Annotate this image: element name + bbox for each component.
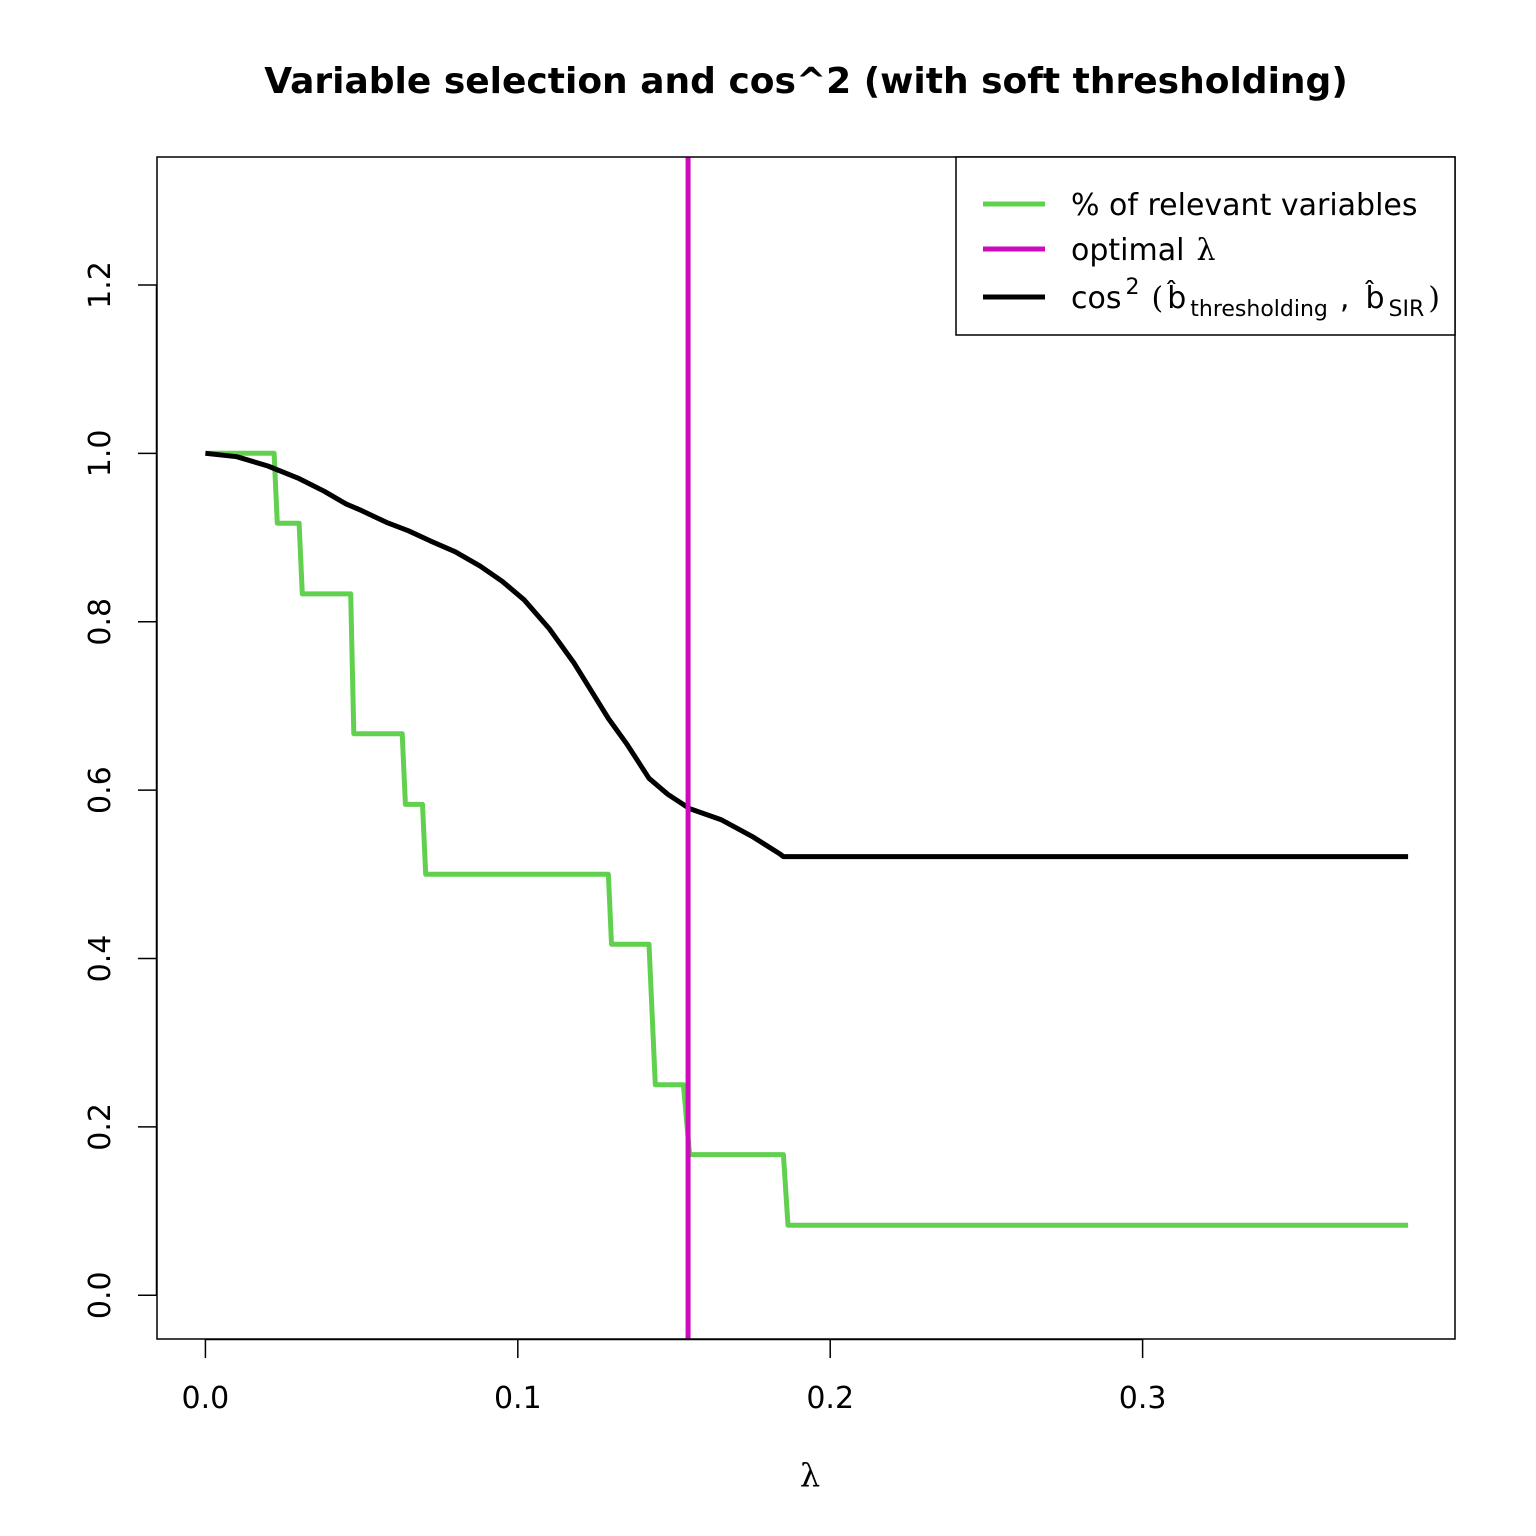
legend-bhat-1: b̂	[1167, 280, 1186, 316]
chart-title: Variable selection and cos^2 (with soft …	[264, 61, 1348, 102]
legend-label-cos: cos 2 ( b̂ thresholding , b̂ SIR )	[1071, 275, 1440, 322]
legend-close-paren: )	[1428, 281, 1440, 316]
x-tick-label: 0.0	[182, 1381, 230, 1416]
y-tick-label: 0.6	[83, 766, 118, 814]
y-tick-label: 0.2	[83, 1103, 118, 1151]
series-cos2	[205, 450, 1409, 860]
x-tick-label: 0.2	[806, 1381, 854, 1416]
legend-sub-thresholding: thresholding	[1190, 297, 1328, 322]
legend-optimal-symbol: λ	[1196, 233, 1215, 268]
series-relevant-variables	[205, 450, 1409, 1228]
y-tick-label: 0.8	[83, 598, 118, 646]
y-tick-label: 1.2	[83, 261, 118, 309]
x-tick-label: 0.1	[494, 1381, 542, 1416]
legend-open-paren: (	[1151, 281, 1163, 316]
x-tick-label: 0.3	[1119, 1381, 1167, 1416]
legend-cos-prefix: cos	[1071, 281, 1121, 316]
y-axis: 0.0 0.2 0.4 0.6 0.8 1.0 1.2	[83, 261, 158, 1319]
y-tick-label: 0.4	[83, 935, 118, 983]
legend-comma: ,	[1340, 281, 1350, 316]
legend-cos-sup: 2	[1125, 275, 1139, 300]
legend-label-relevant: % of relevant variables	[1071, 188, 1418, 223]
legend-box	[955, 156, 1456, 336]
x-axis-label: λ	[800, 1456, 820, 1494]
y-tick-label: 0.0	[83, 1271, 118, 1319]
legend-optimal-prefix: optimal	[1071, 233, 1184, 268]
x-axis: 0.0 0.1 0.2 0.3	[182, 1338, 1167, 1416]
legend: % of relevant variables optimal λ cos 2 …	[955, 156, 1456, 336]
legend-label-optimal: optimal λ	[1071, 233, 1215, 268]
y-tick-label: 1.0	[83, 429, 118, 477]
legend-sub-sir: SIR	[1388, 297, 1424, 322]
series-layer	[205, 157, 1409, 1339]
legend-bhat-2: b̂	[1365, 280, 1384, 316]
